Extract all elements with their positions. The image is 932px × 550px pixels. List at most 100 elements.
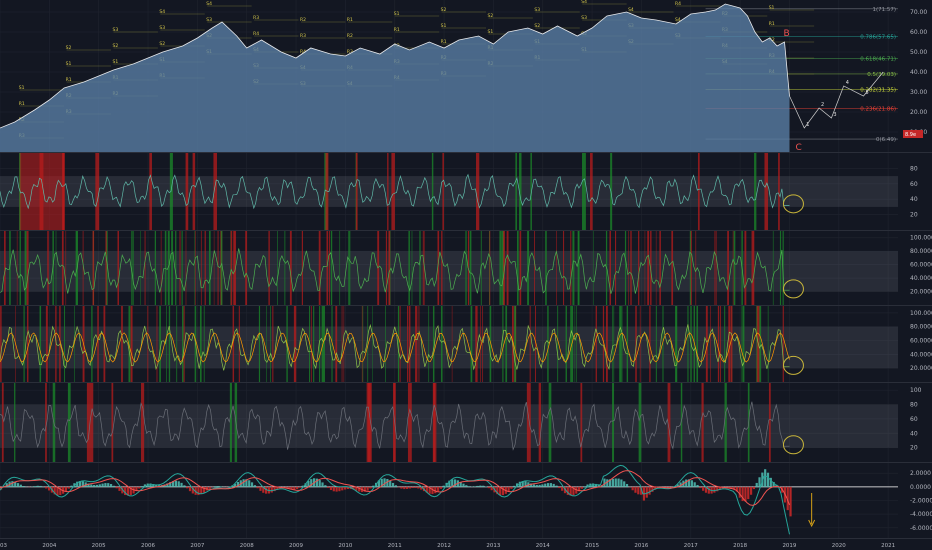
x-tick-label: 2005 [92,543,106,549]
macd-histogram-bar [651,486,654,492]
pivot-level-tag: S2 [534,23,540,29]
x-axis: 2003 2004 2005 2006 2007 2008 2009 2010 2011 2012… [0,539,932,550]
oversold-bar [571,306,574,382]
macd-histogram-bar [696,484,699,487]
oversold-bar [428,306,430,382]
oversold-bar [220,231,223,305]
wave-count-label: 1 [806,122,809,128]
oversold-bar [741,306,743,382]
pivot-level-tag: R4 [253,31,259,37]
oversold-bar [182,306,184,382]
overbought-bar [185,153,188,230]
pivot-level-tag: S3 [534,7,540,13]
macd-histogram-bar [363,486,366,492]
macd-histogram-bar [789,486,792,517]
macd-histogram-bar [383,478,386,487]
macd-histogram-bar [394,485,397,487]
overbought-bar [183,306,185,382]
macd-histogram-bar [733,486,736,490]
macd-histogram-bar [716,486,719,492]
overbought-bar [407,383,412,462]
macd-histogram-bar [439,486,443,489]
macd-histogram-bar [434,486,437,494]
y-tick-label: 20.0000 [910,289,932,296]
wave-count-label: 5 [865,90,868,96]
macd-histogram-bar [462,483,465,487]
macd-histogram-bar [617,478,620,487]
y-tick-label: 40 [910,196,918,203]
oversold-bar [75,231,77,305]
fib-level-label: 0.382(31.35) [860,87,896,93]
oversold-bar [23,306,25,382]
oversold-bar [565,306,567,382]
x-tick-label: 2019 [782,543,796,549]
oversold-bar [577,231,580,305]
pivot-level-tag: R1 [769,21,775,27]
fib-level-label: 0.618(46.71) [860,57,896,63]
y-tick-label: -2.0000 [910,498,932,505]
macd-histogram-bar [203,486,206,493]
pivot-level-tag: R3 [347,49,353,55]
panel-oscillator-2[interactable]: 100.0000 80.0000 60.0000 40.0000 20.0000 [0,231,932,306]
oversold-bar [164,231,167,305]
macd-histogram-bar [406,486,409,489]
overbought-bar [728,306,731,382]
macd-histogram-bar [183,485,186,487]
macd-histogram-bar [499,486,502,496]
y-tick-label: 70.00 [910,9,927,16]
macd-histogram-bar [437,486,440,492]
y-tick-label: 60.0000 [910,338,932,345]
overbought-bar [26,231,29,305]
macd-histogram-bar [521,481,524,487]
overbought-bar [415,306,416,382]
overbought-bar [506,231,509,305]
panel-oscillator-1[interactable]: 80 60 40 20 [0,153,932,231]
oversold-bar [171,231,174,305]
overbought-bar [92,231,95,305]
price-area [0,4,790,152]
macd-histogram-bar [451,479,454,487]
pivot-level-tag: R3 [300,33,306,39]
panel-oscillator-3[interactable]: 100.0000 80.0000 60.0000 40.0000 20.0000 [0,306,932,383]
panel-price[interactable]: 70.0060.0050.0040.0030.0020.0010.001(71.… [0,0,932,153]
oscillator-line [0,173,790,210]
oversold-bar [772,231,774,305]
overbought-bar [388,231,391,305]
panel-macd[interactable]: 2.0000 0.0000 -2.0000 -4.0000 -6.0000 [0,463,932,539]
overbought-bar [563,231,565,305]
highlight-circle [782,194,804,214]
macd-histogram-bar [310,479,313,487]
overbought-bar [130,306,133,382]
overbought-bar [335,306,338,382]
panel-oscillator-4[interactable]: 100 80 60 40 20 [0,383,932,463]
overbought-bar [204,231,206,305]
overbought-bar [570,231,572,305]
overbought-bar [95,153,100,230]
overbought-bar [385,231,388,305]
overbought-bar [659,231,661,305]
price-line [0,3,790,129]
overbought-bar [387,153,389,230]
macd-histogram-bar [324,485,327,487]
macd-histogram-bar [22,486,25,487]
overbought-bar [415,306,418,382]
x-tick-label: 2018 [733,543,747,549]
macd-histogram-bar [563,486,567,494]
macd-histogram-bar [174,480,178,487]
macd-histogram-bar [250,482,254,487]
oversold-bar [168,306,171,382]
overbought-bar [233,231,235,305]
wave-count-label: 2 [821,102,824,108]
macd-histogram-bar [586,484,589,487]
oversold-bar [349,231,351,305]
macd-histogram-bar [386,479,389,487]
overbought-bar [526,383,531,462]
oscillator-line [0,401,790,451]
macd-histogram-bar [5,483,8,487]
oversold-bar [259,306,261,382]
oversold-bar [132,231,134,305]
overbought-bar [714,231,715,305]
overbought-bar [644,231,646,305]
macd-histogram-bar [634,486,637,493]
